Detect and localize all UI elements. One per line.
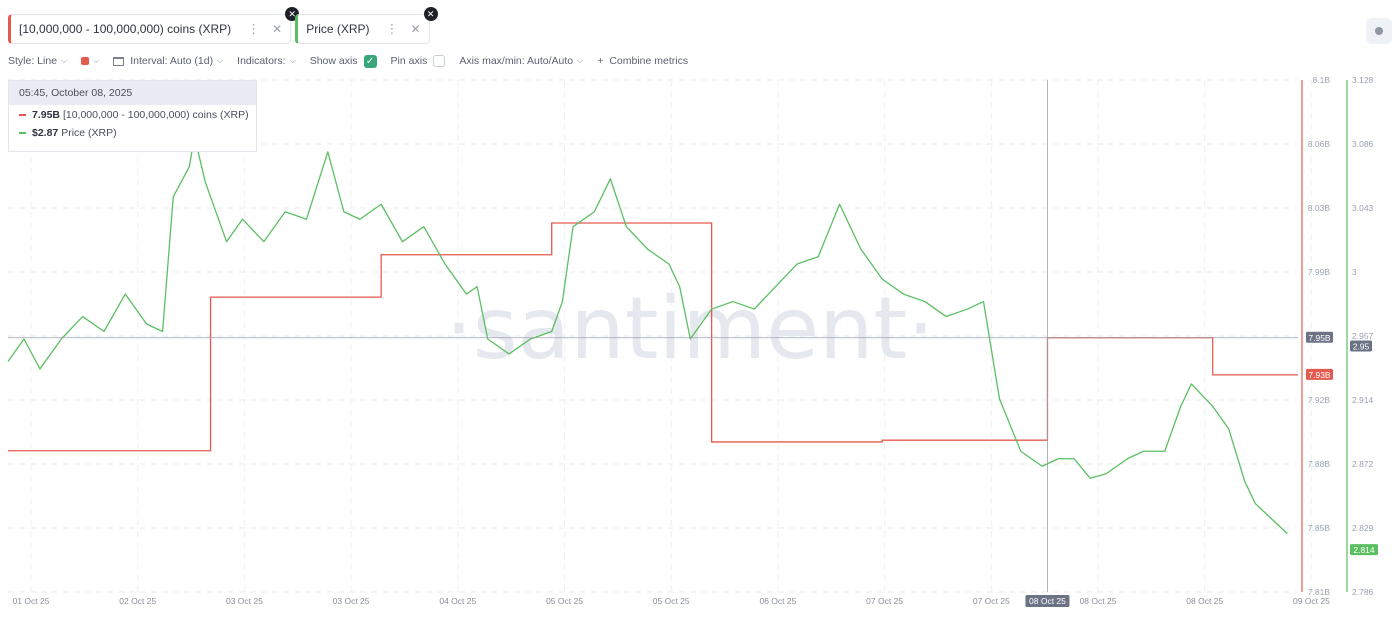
price-axis-tick: 2.829 [1352, 523, 1374, 533]
remove-metric-icon[interactable]: ✕ [423, 7, 438, 21]
settings-dot-button[interactable] [1366, 18, 1392, 44]
chart-toolbar: Style: Line ⌵ ⌵ Interval: Auto (1d) ⌵ In… [8, 52, 702, 70]
close-icon[interactable]: ✕ [272, 22, 283, 36]
legend-line-icon [19, 114, 26, 117]
tooltip-row-supply: 7.95B [10,000,000 - 100,000,000) coins (… [9, 108, 256, 123]
supply-axis-tick: 7.88B [1308, 459, 1331, 469]
dot-icon [1375, 27, 1383, 35]
combine-metrics-button[interactable]: + Combine metrics [597, 55, 688, 67]
chevron-down-icon: ⌵ [577, 56, 584, 65]
current-supply-badge: 7.95B [1308, 333, 1331, 343]
tab-price-metric[interactable]: Price (XRP) ⋮ ✕ ✕ [295, 7, 438, 44]
indicators-dropdown[interactable]: Indicators: ⌵ [237, 55, 296, 67]
tooltip-supply-value: 7.95B [32, 109, 61, 121]
series-layer [7, 80, 1298, 592]
x-axis-tick: 05 Oct 25 [546, 596, 583, 606]
price-axis-tick: 3.043 [1352, 203, 1374, 213]
tooltip-supply-label: [10,000,000 - 100,000,000) coins (XRP) [62, 109, 249, 121]
x-axis-tick: 07 Oct 25 [973, 596, 1010, 606]
axis-maxmin-dropdown[interactable]: Axis max/min: Auto/Auto ⌵ [459, 55, 583, 67]
tooltip-row-price: $2.87 Price (XRP) [9, 126, 256, 141]
tooltip-date: 05:45, October 08, 2025 [9, 81, 256, 105]
price-series-line [7, 136, 1288, 535]
current-supply-badge-bg [1306, 331, 1333, 343]
current-price-badge-bg [1350, 340, 1372, 352]
interval-label: Interval: Auto (1d) [130, 55, 214, 67]
x-axis-tick: 08 Oct 25 [1080, 596, 1117, 606]
current-price-badge: 2.95 [1353, 341, 1370, 351]
price-axis-tick: 2.786 [1352, 587, 1374, 597]
tab-supply-metric[interactable]: [10,000,000 - 100,000,000) coins (XRP) ⋮… [8, 7, 300, 44]
chevron-down-icon: ⌵ [289, 56, 296, 65]
supply-axis-tick: 8.06B [1308, 139, 1331, 149]
last-price-badge-bg [1350, 544, 1378, 556]
show-axis-toggle[interactable]: Show axis ✓ [309, 54, 377, 68]
x-axis-tick: 06 Oct 25 [759, 596, 796, 606]
x-axis-tick: 08 Oct 25 [1186, 596, 1223, 606]
interval-dropdown[interactable]: Interval: Auto (1d) ⌵ [113, 55, 223, 67]
x-axis-tick: 04 Oct 25 [439, 596, 476, 606]
axis-maxmin-label: Axis max/min: Auto/Auto [459, 55, 574, 67]
style-dropdown[interactable]: Style: Line ⌵ [8, 55, 67, 67]
supply-axis-tick: 8.03B [1308, 203, 1331, 213]
last-supply-badge: 7.93B [1308, 370, 1331, 380]
supply-axis-tick: 7.81B [1308, 587, 1331, 597]
checkbox-icon[interactable] [433, 55, 446, 67]
data-tooltip: 05:45, October 08, 2025 7.95B [10,000,00… [8, 80, 257, 152]
checkmark-icon[interactable]: ✓ [363, 54, 377, 68]
supply-axis-tick: 7.99B [1308, 267, 1331, 277]
last-price-badge: 2.814 [1353, 545, 1375, 555]
chevron-down-icon: ⌵ [217, 56, 224, 65]
x-axis-tick: 09 Oct 25 [1293, 596, 1330, 606]
supply-axis-tick: 8.1B [1313, 75, 1331, 85]
x-axis-tick: 07 Oct 25 [866, 596, 903, 606]
legend-line-icon [19, 132, 26, 135]
more-options-icon[interactable]: ⋮ [247, 21, 261, 36]
cursor-date-badge: 08 Oct 25 [1029, 596, 1066, 606]
x-axis-tick: 01 Oct 25 [13, 596, 50, 606]
cursor-date-badge-bg [1025, 595, 1070, 607]
price-axis-tick: 3.128 [1352, 75, 1374, 85]
price-axis-tick: 2.957 [1352, 331, 1374, 341]
tab-price-label: Price (XRP) [306, 22, 370, 36]
tooltip-price-value: $2.87 [32, 127, 59, 139]
indicators-label: Indicators: [237, 55, 286, 67]
show-axis-label: Show axis [309, 55, 358, 67]
price-axis-tick: 2.914 [1352, 395, 1374, 405]
axes: 8.1B 3.128 8.06B 3.086 8.03B 3.043 7.99B 3 7.95B… [13, 75, 1378, 607]
price-axis-tick: 3.086 [1352, 139, 1374, 149]
supply-axis-tick: 7.85B [1308, 523, 1331, 533]
x-axis-tick: 03 Oct 25 [226, 596, 263, 606]
x-axis-tick: 05 Oct 25 [653, 596, 690, 606]
price-axis-tick: 2.872 [1352, 459, 1374, 469]
tab-supply-label: [10,000,000 - 100,000,000) coins (XRP) [19, 22, 232, 36]
style-label: Style: Line [8, 55, 58, 67]
x-axis-tick: 03 Oct 25 [333, 596, 370, 606]
x-axis-tick: 02 Oct 25 [119, 596, 156, 606]
tooltip-price-label: Price (XRP) [61, 127, 117, 139]
combine-label: Combine metrics [609, 55, 689, 67]
color-dropdown[interactable]: ⌵ [81, 56, 99, 66]
watermark: ·santiment· [445, 279, 934, 379]
plus-icon: + [597, 55, 604, 67]
metric-tabs: [10,000,000 - 100,000,000) coins (XRP) ⋮… [8, 7, 438, 48]
pin-axis-toggle[interactable]: Pin axis [391, 55, 446, 67]
close-icon[interactable]: ✕ [410, 22, 421, 36]
color-swatch [81, 57, 90, 65]
supply-axis-tick: 7.92B [1308, 395, 1331, 405]
more-options-icon[interactable]: ⋮ [385, 21, 399, 36]
chevron-down-icon: ⌵ [93, 56, 100, 65]
price-axis-tick: 3 [1352, 267, 1357, 277]
calendar-icon [113, 56, 125, 66]
last-supply-badge-bg [1306, 368, 1333, 380]
chevron-down-icon: ⌵ [61, 56, 68, 65]
pin-axis-label: Pin axis [390, 55, 428, 67]
